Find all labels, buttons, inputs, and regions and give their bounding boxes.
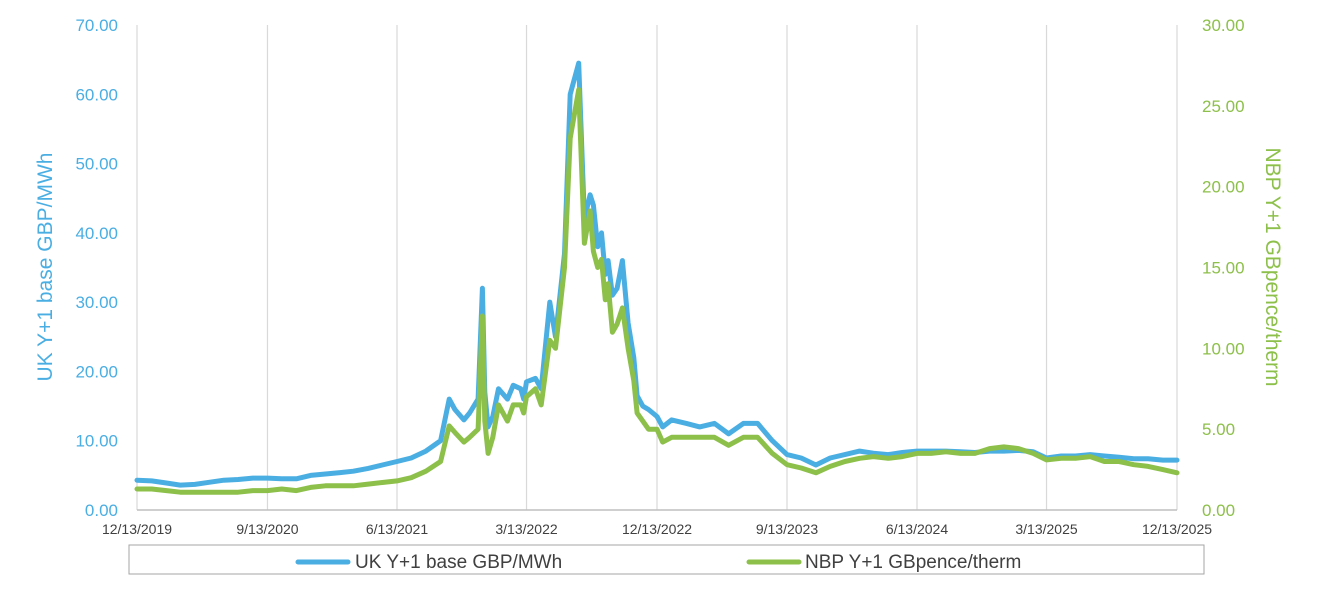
- right-y-tick-label: 5.00: [1202, 420, 1235, 439]
- x-tick-label: 3/13/2022: [495, 521, 557, 537]
- left-y-tick-label: 60.00: [75, 85, 118, 104]
- x-tick-label: 12/13/2019: [102, 521, 172, 537]
- left-y-tick-label: 20.00: [75, 362, 118, 381]
- x-tick-label: 12/13/2022: [622, 521, 692, 537]
- right-y-tick-label: 25.00: [1202, 97, 1245, 116]
- right-y-tick-label: 0.00: [1202, 501, 1235, 520]
- left-y-tick-label: 30.00: [75, 293, 118, 312]
- left-axis-title: UK Y+1 base GBP/MWh: [34, 153, 57, 382]
- legend-label-uk-power: UK Y+1 base GBP/MWh: [355, 552, 562, 573]
- right-axis-title: NBP Y+1 GBpence/therm: [1261, 147, 1284, 386]
- x-tick-label: 6/13/2021: [366, 521, 428, 537]
- legend-label-nbp-gas: NBP Y+1 GBpence/therm: [805, 552, 1021, 573]
- right-y-tick-label: 20.00: [1202, 178, 1245, 197]
- left-y-tick-label: 40.00: [75, 224, 118, 243]
- right-y-tick-label: 10.00: [1202, 339, 1245, 358]
- legend: UK Y+1 base GBP/MWh NBP Y+1 GBpence/ther…: [128, 544, 1205, 575]
- right-axis-ticks: 0.00 5.00 10.00 15.00 20.00 25.00 30.00: [1202, 16, 1245, 520]
- left-y-tick-label: 50.00: [75, 155, 118, 174]
- left-axis-ticks: 0.00 10.00 20.00 30.00 40.00 50.00 60.00 70.00: [75, 16, 118, 520]
- x-tick-label: 12/13/2025: [1142, 521, 1212, 537]
- series-line-nbp-gas: [134, 87, 1180, 495]
- legend-box: [128, 544, 1205, 575]
- x-tick-label: 3/13/2025: [1015, 521, 1077, 537]
- series-lines: [134, 60, 1180, 495]
- x-tick-label: 9/13/2023: [756, 521, 818, 537]
- right-y-tick-label: 15.00: [1202, 259, 1245, 278]
- right-y-tick-label: 30.00: [1202, 16, 1245, 35]
- vertical-gridlines: [136, 25, 1178, 510]
- x-axis-ticks: 12/13/2019 9/13/2020 6/13/2021 3/13/2022 12/…: [102, 521, 1212, 537]
- left-y-tick-label: 0.00: [85, 501, 118, 520]
- x-tick-label: 9/13/2020: [236, 521, 298, 537]
- left-y-tick-label: 10.00: [75, 432, 118, 451]
- left-y-tick-label: 70.00: [75, 16, 118, 35]
- x-tick-label: 6/13/2024: [886, 521, 948, 537]
